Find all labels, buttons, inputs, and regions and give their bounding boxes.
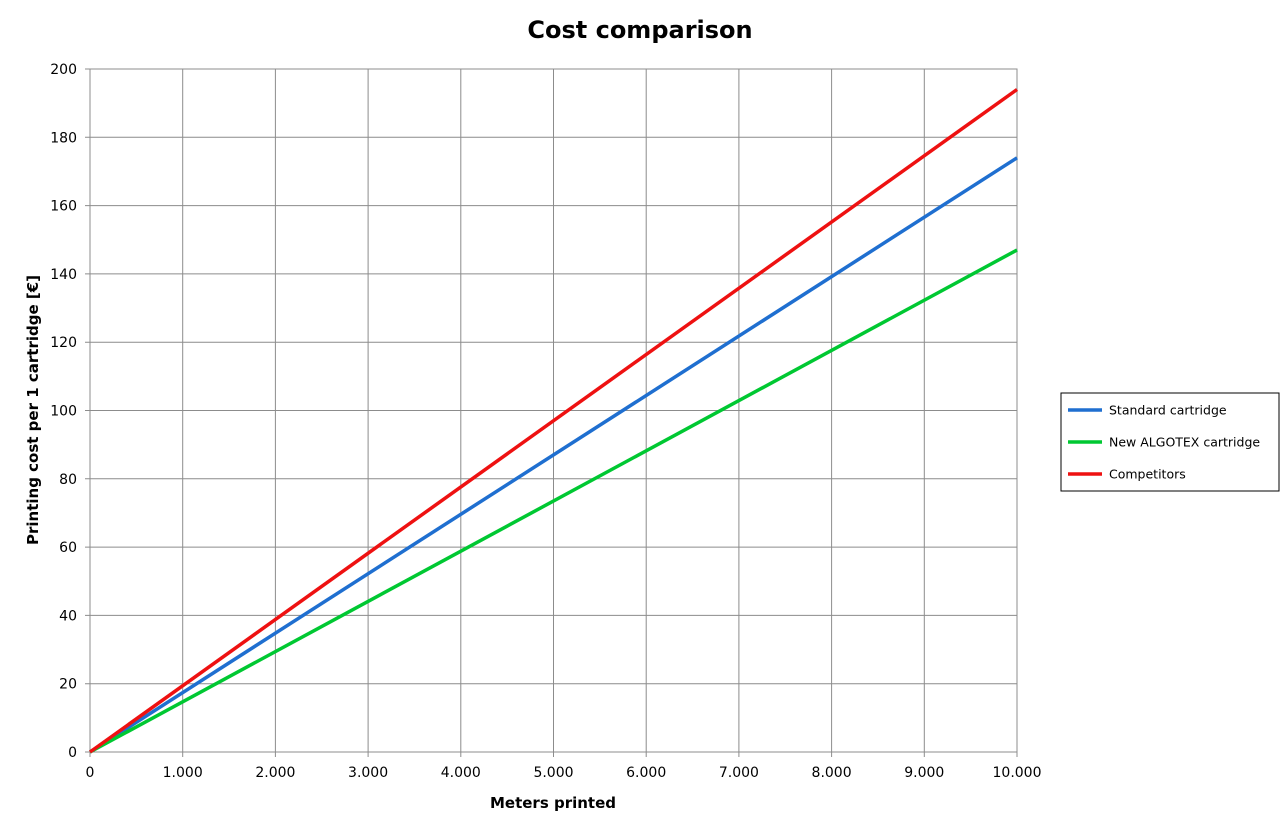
x-tick-label: 7.000 — [719, 765, 759, 781]
y-tick-label: 60 — [59, 540, 77, 556]
series-line-new-algotex-cartridge — [89, 248, 1018, 754]
x-tick-label: 3.000 — [348, 765, 388, 781]
series-line-competitors — [88, 88, 1019, 754]
x-tick-label: 5.000 — [533, 765, 573, 781]
y-tick-label: 100 — [50, 404, 77, 420]
y-tick-label: 80 — [59, 472, 77, 488]
legend-label: New ALGOTEX cartridge — [1109, 435, 1260, 450]
y-tick-label: 40 — [59, 608, 77, 624]
x-axis-ticks: 0 1.000 2.000 3.000 4.000 5.000 6.000 7.000 8.00… — [86, 765, 1042, 781]
y-axis-ticks: 0 20 40 60 80 100 120 140 160 180 200 — [50, 62, 77, 761]
legend: Standard cartridge New ALGOTEX cartridge C… — [1060, 392, 1280, 492]
chart-title: Cost comparison — [527, 16, 752, 44]
y-tick-label: 200 — [50, 62, 77, 78]
y-tick-label: 0 — [68, 745, 77, 761]
y-tick-label: 20 — [59, 677, 77, 693]
y-tick-label: 120 — [50, 335, 77, 351]
y-tick-label: 160 — [50, 199, 77, 215]
y-tick-label: 140 — [50, 267, 77, 283]
x-tick-label: 2.000 — [255, 765, 295, 781]
x-tick-label: 9.000 — [904, 765, 944, 781]
series-line-standard-cartridge — [89, 156, 1018, 754]
legend-items: Standard cartridge New ALGOTEX cartridge C… — [1068, 403, 1260, 482]
y-tick-label: 180 — [50, 130, 77, 146]
y-axis-title: Printing cost per 1 cartridge [€] — [24, 275, 42, 545]
plot-area — [89, 68, 1018, 753]
x-tick-label: 6.000 — [626, 765, 666, 781]
x-tick-label: 1.000 — [163, 765, 203, 781]
series-lines — [88, 88, 1019, 754]
x-tick-label: 10.000 — [993, 765, 1042, 781]
x-axis-title: Meters printed — [490, 794, 616, 812]
x-tick-label: 0 — [86, 765, 95, 781]
x-tick-label: 8.000 — [812, 765, 852, 781]
legend-label: Standard cartridge — [1109, 403, 1227, 418]
x-tick-label: 4.000 — [441, 765, 481, 781]
legend-label: Competitors — [1109, 467, 1186, 482]
